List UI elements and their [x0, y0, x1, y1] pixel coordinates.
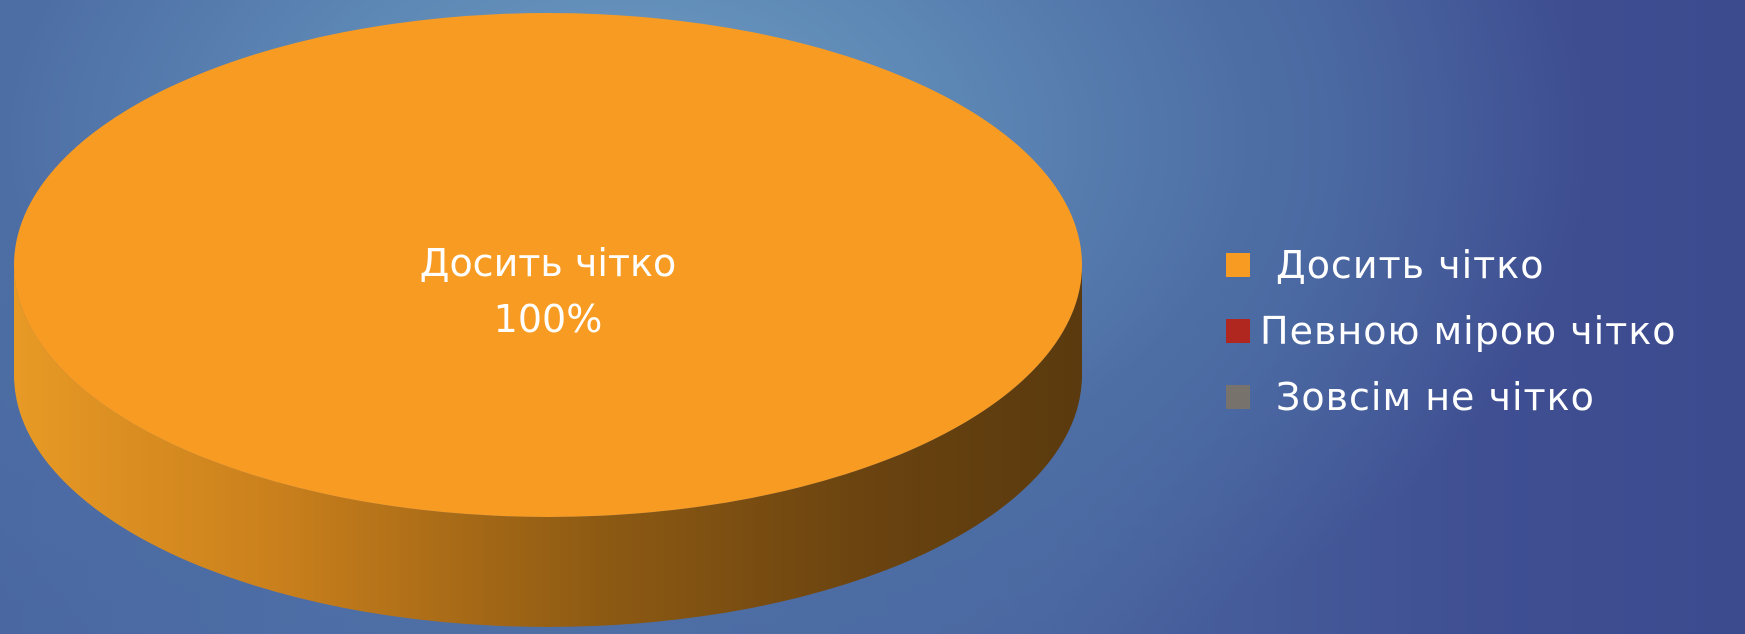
slice-label-category: Досить чітко — [420, 241, 676, 285]
legend: Досить чітко Певною мірою чітко Зовсім н… — [1226, 232, 1677, 430]
legend-item: Певною мірою чітко — [1226, 298, 1677, 364]
pie-slice — [14, 13, 1082, 517]
legend-swatch — [1226, 319, 1250, 343]
legend-item: Досить чітко — [1226, 232, 1677, 298]
legend-swatch — [1226, 253, 1250, 277]
legend-label: Зовсім не чітко — [1276, 375, 1595, 419]
legend-label: Певною мірою чітко — [1260, 309, 1677, 353]
pie-slice-side — [14, 265, 1082, 627]
legend-label: Досить чітко — [1276, 243, 1545, 287]
slice-label-value: 100% — [494, 297, 603, 341]
legend-swatch — [1226, 385, 1250, 409]
legend-item: Зовсім не чітко — [1226, 364, 1677, 430]
